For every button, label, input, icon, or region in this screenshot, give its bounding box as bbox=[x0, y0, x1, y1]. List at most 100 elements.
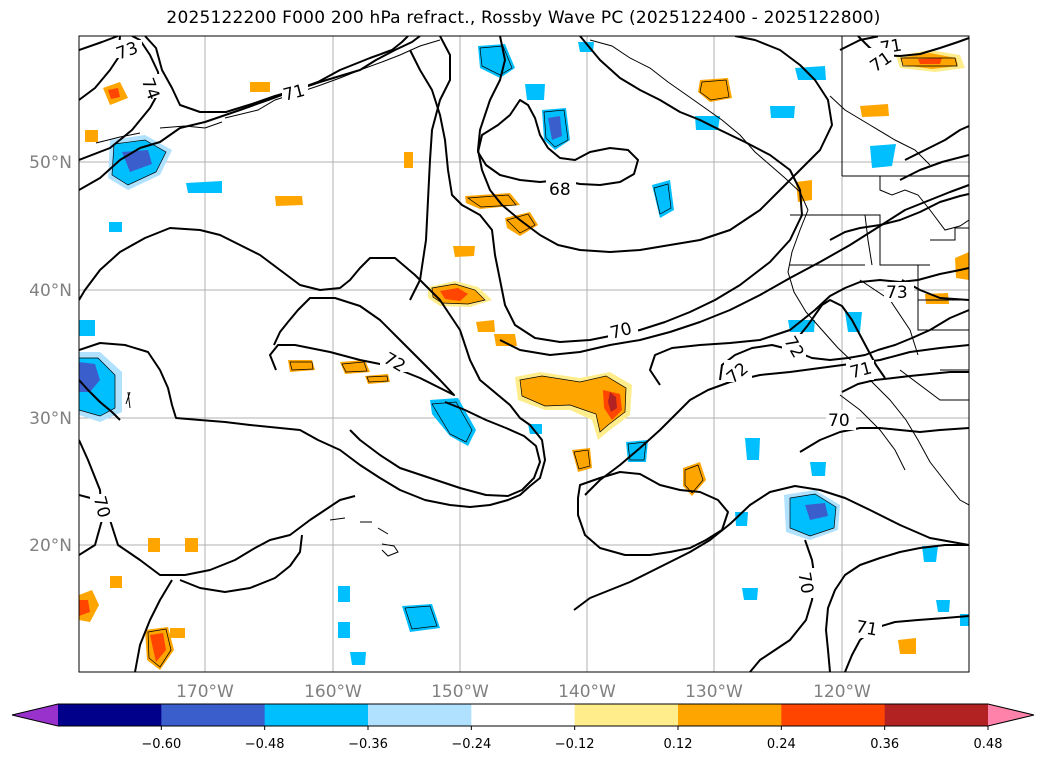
contour-line bbox=[844, 615, 969, 672]
negative-anomaly-patch bbox=[770, 106, 795, 118]
contour-line bbox=[577, 471, 729, 556]
contour-line bbox=[841, 371, 969, 393]
negative-anomaly-patch bbox=[186, 181, 222, 193]
colorbar-tick-label: 0.12 bbox=[664, 737, 693, 752]
positive-anomaly-patch bbox=[608, 392, 617, 412]
contour-line bbox=[794, 299, 886, 379]
lon-label: 120°W bbox=[813, 682, 871, 702]
lon-label: 130°W bbox=[685, 682, 743, 702]
colorbar: −0.60 −0.48 −0.36 −0.24 −0.12 0.12 0.24 0.36 0.4… bbox=[11, 703, 1035, 752]
lon-label: 140°W bbox=[558, 682, 616, 702]
colorbar-tick-label: 0.48 bbox=[974, 737, 1003, 752]
positive-anomaly-patch bbox=[572, 448, 592, 472]
negative-anomaly-patch bbox=[109, 222, 122, 232]
positive-anomaly-patch bbox=[494, 334, 517, 346]
plot-frame bbox=[78, 35, 970, 673]
lat-label: 20°N bbox=[29, 536, 72, 556]
positive-anomaly-patch bbox=[476, 320, 495, 332]
positive-anomaly-patch bbox=[108, 88, 120, 99]
negative-anomaly-patch bbox=[805, 503, 828, 520]
negative-anomaly-patch bbox=[936, 600, 950, 612]
positive-anomaly-patch bbox=[275, 196, 303, 206]
contour-line bbox=[839, 36, 881, 51]
lon-label: 170°W bbox=[176, 682, 234, 702]
gridlines bbox=[79, 36, 969, 672]
contour-line bbox=[499, 184, 969, 356]
contour-line bbox=[79, 36, 409, 191]
negative-anomaly-patch bbox=[810, 462, 826, 476]
lon-label: 160°W bbox=[304, 682, 362, 702]
colorbar-segment bbox=[471, 704, 576, 726]
contour-line bbox=[134, 579, 173, 672]
positive-anomaly-patch bbox=[170, 628, 185, 638]
colorbar-max-extension bbox=[988, 704, 1034, 726]
colorbar-segment bbox=[884, 704, 989, 726]
positive-anomaly-patch bbox=[110, 576, 122, 588]
negative-anomaly-patch bbox=[338, 586, 350, 602]
colorbar-tick-label: −0.24 bbox=[451, 737, 491, 752]
contour-line bbox=[79, 227, 546, 508]
contour-label: 73 bbox=[886, 283, 908, 303]
contour-line bbox=[719, 309, 969, 381]
contour-label: 68 bbox=[549, 180, 571, 200]
contour-line bbox=[829, 193, 969, 241]
contour-line bbox=[409, 36, 803, 343]
colorbar-tick-label: −0.12 bbox=[555, 737, 595, 752]
contour-line bbox=[749, 539, 816, 672]
colorbar-outline bbox=[11, 703, 1035, 727]
positive-anomaly-patch bbox=[440, 288, 468, 301]
colorbar-segment bbox=[678, 704, 782, 726]
anomaly-outlines bbox=[79, 45, 958, 668]
positive-anomaly-patch bbox=[698, 78, 732, 102]
colorbar-segment bbox=[161, 704, 266, 726]
contour-label: 70 bbox=[793, 571, 816, 596]
contour-line bbox=[79, 379, 121, 421]
positive-anomaly-patch bbox=[520, 376, 626, 432]
colorbar-tick-label: −0.36 bbox=[348, 737, 388, 752]
lat-axis-labels: 50°N 40°N 30°N 20°N bbox=[29, 153, 72, 556]
negative-anomaly-patch bbox=[548, 116, 562, 140]
positive-anomaly-patch bbox=[150, 633, 166, 662]
colorbar-tick-label: 0.36 bbox=[870, 737, 899, 752]
negative-anomaly-patch bbox=[795, 66, 826, 80]
contour-label: 71 bbox=[854, 617, 879, 640]
positive-anomaly-patch bbox=[148, 538, 160, 552]
negative-anomaly-patch bbox=[402, 604, 440, 632]
contour-line bbox=[477, 36, 833, 253]
negative-anomaly-patch bbox=[745, 438, 760, 460]
positive-anomaly-patch bbox=[453, 246, 475, 257]
contour-line bbox=[649, 267, 969, 386]
negative-anomaly-patch bbox=[870, 144, 896, 168]
colorbar-segment bbox=[781, 704, 886, 726]
colorbar-tick-label: 0.24 bbox=[767, 737, 796, 752]
positive-anomaly-patch bbox=[898, 638, 916, 654]
positive-anomaly-patch bbox=[683, 462, 706, 496]
map-title: 2025122200 F000 200 hPa refract., Rossby… bbox=[166, 8, 881, 28]
positive-anomaly-patch bbox=[250, 82, 270, 92]
contour-line bbox=[899, 154, 969, 181]
positive-anomaly-patch bbox=[185, 538, 198, 552]
negative-anomaly-patch bbox=[338, 622, 350, 638]
contour-line bbox=[825, 544, 969, 672]
lat-label: 50°N bbox=[29, 153, 72, 173]
positive-anomaly-patch bbox=[860, 104, 889, 117]
contour-label: 70 bbox=[828, 411, 850, 431]
colorbar-segment bbox=[58, 704, 162, 726]
contour-line bbox=[409, 36, 451, 301]
contour-line bbox=[904, 125, 969, 161]
contour-line bbox=[477, 99, 639, 186]
negative-anomaly-patch bbox=[79, 320, 95, 336]
negative-anomaly-patch bbox=[742, 588, 758, 600]
map-plot-area bbox=[79, 36, 969, 672]
contour-line bbox=[349, 401, 541, 497]
negative-anomaly-patch bbox=[525, 84, 545, 100]
lon-axis-labels: 170°W 160°W 150°W 140°W 130°W 120°W bbox=[176, 682, 871, 702]
contour-line bbox=[573, 485, 969, 611]
colorbar-segment bbox=[368, 704, 472, 726]
positive-anomaly-patch bbox=[404, 152, 413, 168]
contour-line bbox=[799, 427, 969, 453]
positive-anomaly-patch bbox=[85, 130, 98, 142]
negative-anomaly-patch bbox=[350, 652, 366, 665]
lat-label: 40°N bbox=[29, 281, 72, 301]
